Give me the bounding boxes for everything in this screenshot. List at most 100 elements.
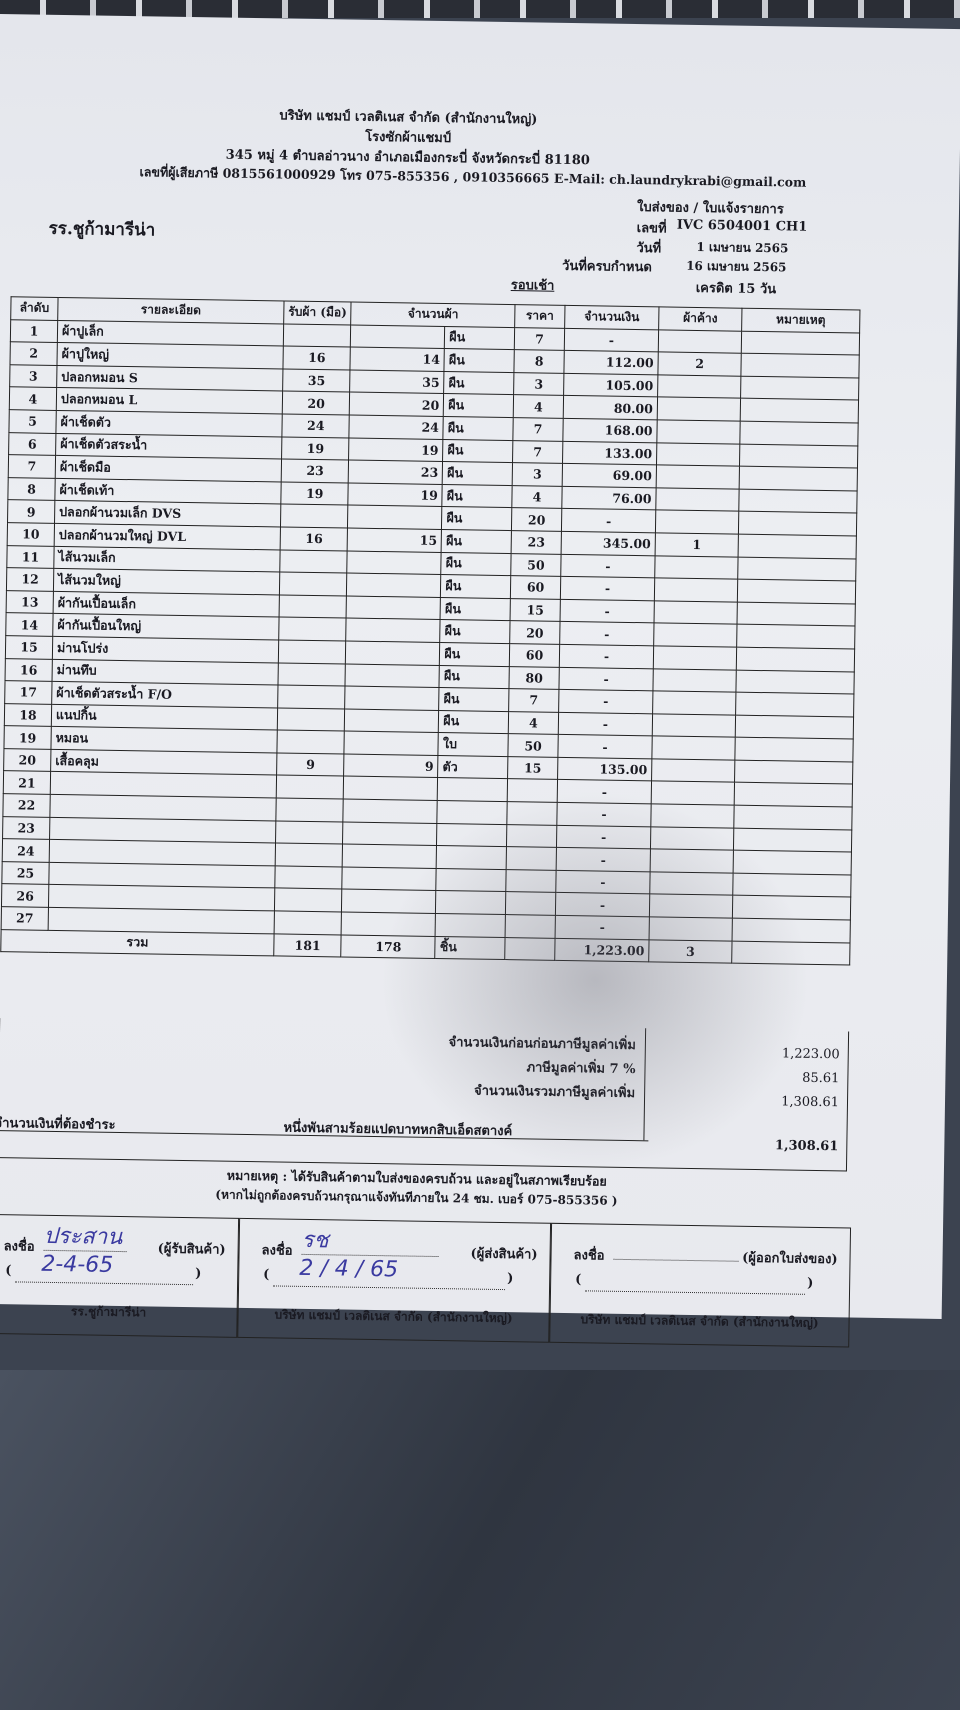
row-pending (652, 668, 737, 693)
row-no: 23 (2, 816, 50, 840)
signature-box: ลงชื่อ (ผู้ออกใบส่งของ) ( ) บริษัท แชมป์… (549, 1222, 852, 1348)
row-no: 14 (5, 612, 54, 637)
row-received (277, 707, 346, 732)
row-amount: - (560, 576, 655, 601)
row-price: 60 (510, 575, 561, 600)
row-amount: - (556, 847, 651, 872)
row-unit: ผืน (441, 506, 512, 531)
row-no: 12 (6, 567, 54, 592)
row-qty (343, 799, 438, 824)
date-line (273, 1285, 506, 1291)
row-qty (344, 708, 439, 733)
row-unit (436, 868, 507, 892)
row-received: 19 (281, 436, 350, 461)
row-qty (345, 640, 441, 665)
row-no: 16 (5, 658, 53, 682)
col-price: ราคา (514, 304, 566, 329)
col-pending: ผ้าค้าง (658, 306, 743, 331)
row-qty (347, 550, 442, 575)
row-remark (740, 375, 859, 401)
row-amount: 168.00 (562, 418, 658, 443)
row-pending (656, 419, 741, 444)
row-received (274, 865, 343, 890)
row-amount: - (555, 870, 651, 895)
row-price: 20 (509, 620, 561, 645)
row-unit: ผืน (444, 348, 515, 373)
row-remark (740, 353, 860, 378)
total-label: รวม (0, 929, 275, 957)
col-received: รับผ้า (มือ) (283, 300, 352, 325)
row-pending (651, 736, 736, 761)
row-remark (737, 556, 857, 582)
sign-line (613, 1258, 739, 1262)
row-price (505, 869, 557, 893)
row-remark (739, 466, 858, 491)
row-received (278, 617, 347, 641)
row-received (274, 888, 343, 913)
row-pending (649, 894, 733, 919)
row-qty (343, 776, 438, 801)
date-line (585, 1290, 805, 1295)
credit-terms: เครดิต 15 วัน (695, 280, 777, 298)
sign-label: ลงชื่อ (3, 1239, 35, 1255)
row-qty: 19 (348, 482, 443, 507)
row-received: 16 (282, 346, 351, 370)
row-qty (350, 324, 446, 349)
row-remark (733, 827, 852, 853)
row-price: 20 (511, 507, 562, 532)
total-pending: 3 (648, 939, 733, 964)
row-no: 27 (1, 906, 49, 930)
row-price: 3 (512, 462, 563, 487)
row-price (505, 914, 556, 938)
row-qty: 24 (349, 415, 444, 440)
row-price: 60 (509, 643, 560, 667)
row-received (277, 662, 346, 687)
handwritten-date: 2-4-65 (41, 1251, 114, 1278)
due-date: 16 เมษายน 2565 (686, 258, 787, 275)
row-price: 15 (507, 756, 558, 780)
total-unit: ชิ้น (435, 936, 506, 960)
row-unit (437, 800, 508, 825)
row-amount: - (561, 508, 656, 533)
row-received (274, 910, 342, 935)
row-unit: ผืน (443, 393, 514, 418)
row-unit: ผืน (440, 574, 511, 599)
row-unit (435, 913, 506, 938)
row-amount: 112.00 (563, 350, 659, 375)
row-amount: - (555, 915, 650, 940)
row-no: 26 (1, 884, 49, 908)
row-received: 9 (276, 752, 345, 777)
row-qty (342, 821, 438, 846)
row-received (277, 685, 346, 709)
row-unit (437, 777, 508, 802)
row-remark (734, 782, 853, 808)
row-price: 15 (510, 598, 561, 622)
row-price: 7 (512, 417, 564, 441)
row-pending (654, 555, 739, 580)
signature-box: ลงชื่อ รช (ผู้ส่งสินค้า) ( 2 / 4 / 65 ) … (237, 1217, 552, 1343)
row-no: 18 (4, 703, 52, 727)
row-amount: 135.00 (557, 757, 652, 782)
before-vat-value: 1,223.00 (781, 1046, 840, 1063)
row-no: 1 (10, 319, 58, 343)
row-received: 24 (281, 413, 350, 438)
row-price (506, 824, 557, 848)
row-no: 7 (8, 454, 56, 479)
row-pending (657, 397, 741, 422)
customer-name: รร.ชูก้ามารีน่า (48, 218, 156, 241)
row-received (283, 323, 352, 348)
row-received (275, 820, 344, 845)
total-vat-label: จำนวนเงินรวมภาษีมูลค่าเพิ่ม (473, 1083, 636, 1102)
document-type: ใบส่งของ / ใบแจ้งรายการ (636, 200, 784, 218)
row-unit: ผืน (441, 552, 512, 576)
row-pending (653, 623, 738, 648)
row-pending (650, 849, 734, 873)
row-remark (735, 692, 854, 717)
row-no: 4 (9, 387, 57, 411)
row-no: 10 (7, 522, 55, 546)
row-received (279, 549, 348, 574)
row-received (279, 594, 347, 619)
row-no: 9 (7, 500, 55, 524)
row-remark (737, 601, 856, 627)
background-keyboard-strip (0, 0, 960, 18)
